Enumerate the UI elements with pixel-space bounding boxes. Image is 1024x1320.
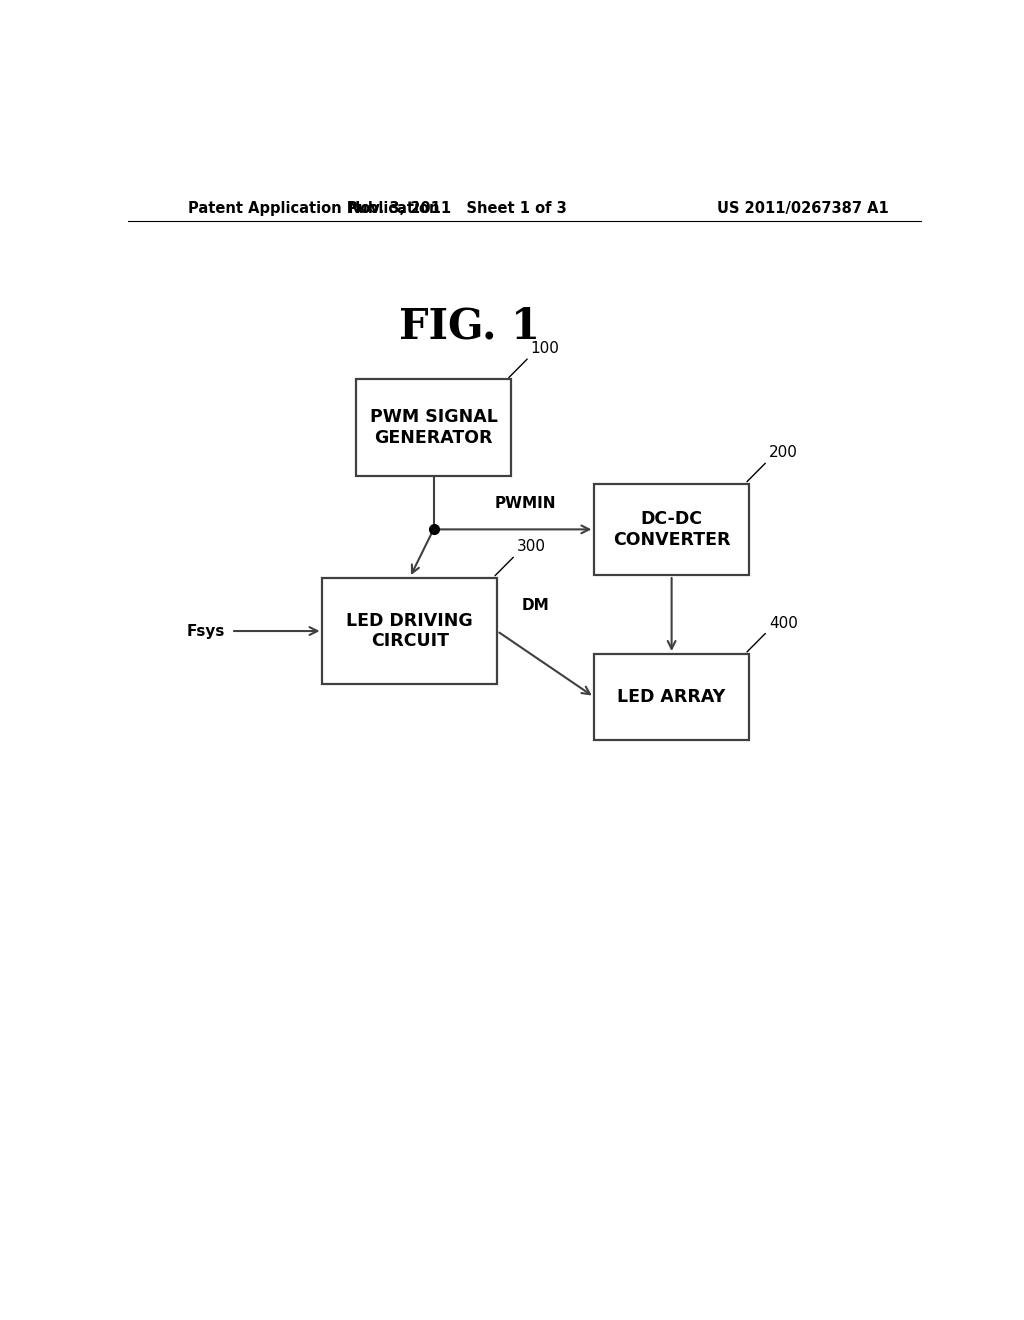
- Text: LED ARRAY: LED ARRAY: [617, 688, 726, 706]
- Text: Nov. 3, 2011   Sheet 1 of 3: Nov. 3, 2011 Sheet 1 of 3: [348, 201, 566, 215]
- Text: DM: DM: [521, 598, 549, 612]
- Text: Fsys: Fsys: [186, 623, 225, 639]
- Text: 400: 400: [769, 615, 798, 631]
- Text: US 2011/0267387 A1: US 2011/0267387 A1: [717, 201, 889, 215]
- Text: Patent Application Publication: Patent Application Publication: [187, 201, 439, 215]
- Text: PWMIN: PWMIN: [495, 496, 556, 511]
- Text: 300: 300: [517, 540, 546, 554]
- Bar: [356, 379, 511, 477]
- Bar: [594, 483, 749, 576]
- Text: FIG. 1: FIG. 1: [398, 305, 540, 347]
- Bar: [323, 578, 497, 684]
- Text: PWM SIGNAL
GENERATOR: PWM SIGNAL GENERATOR: [370, 408, 498, 447]
- Text: DC-DC
CONVERTER: DC-DC CONVERTER: [613, 510, 730, 549]
- Bar: [594, 653, 749, 741]
- Text: 200: 200: [769, 445, 798, 461]
- Text: LED DRIVING
CIRCUIT: LED DRIVING CIRCUIT: [346, 611, 473, 651]
- Text: 100: 100: [530, 341, 560, 356]
